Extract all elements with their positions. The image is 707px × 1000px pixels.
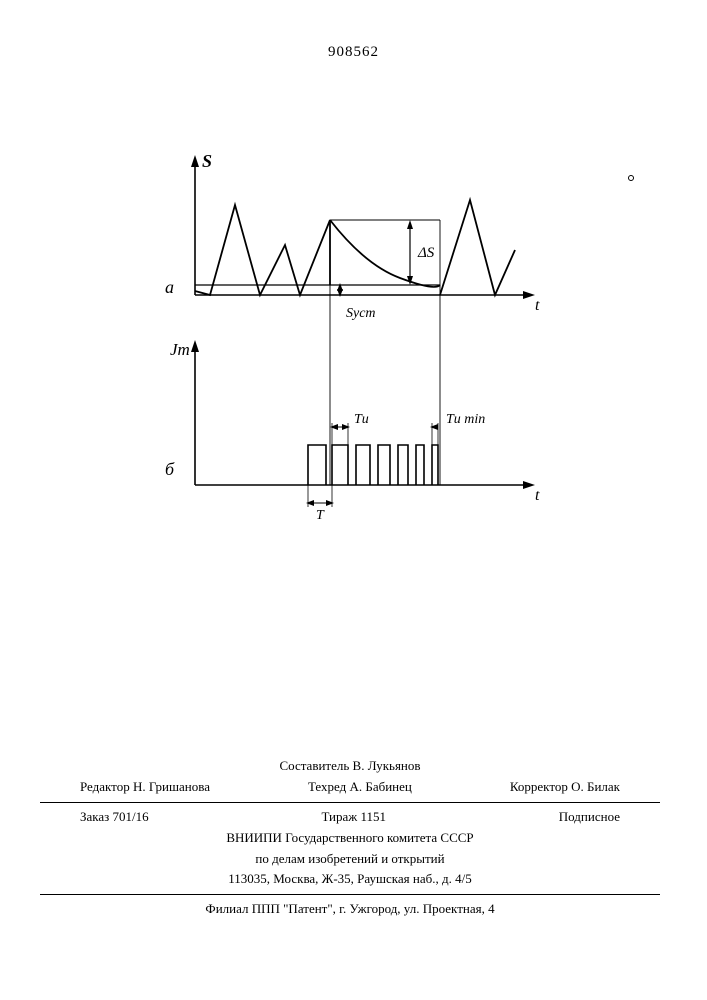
- addr-line-2: Филиал ППП "Патент", г. Ужгород, ул. Про…: [40, 899, 660, 920]
- podpis: Подписное: [559, 807, 620, 828]
- row-a-label: а: [165, 277, 174, 297]
- top-x-label: t: [535, 297, 540, 314]
- org-line-1: ВНИИПИ Государственного комитета СССР: [40, 828, 660, 849]
- page-number: 908562: [0, 44, 707, 61]
- top-y-label: S: [202, 151, 212, 171]
- compiler-line: Составитель В. Лукьянов: [40, 756, 660, 777]
- addr-line-1: 113035, Москва, Ж-35, Раушская наб., д. …: [40, 869, 660, 890]
- row-b-label: б: [165, 459, 175, 479]
- editor: Редактор Н. Гришанова: [80, 777, 210, 798]
- pulse-width-label: Tи: [354, 412, 369, 427]
- tech: Техред А. Бабинец: [308, 777, 412, 798]
- tirazh: Тираж 1151: [321, 807, 386, 828]
- org-line-2: по делам изобретений и открытий: [40, 849, 660, 870]
- bottom-x-label: t: [535, 487, 540, 504]
- corrector: Корректор О. Билак: [510, 777, 620, 798]
- order: Заказ 701/16: [80, 807, 149, 828]
- bottom-y-label: Jт: [170, 340, 190, 359]
- delta-s-label: ΔS: [417, 245, 435, 261]
- pulse-min-label: Tи min: [446, 412, 485, 427]
- artifact-dot: [628, 175, 634, 181]
- period-label: T: [316, 508, 325, 523]
- timing-diagram: ΔS Sуст S t а: [140, 145, 550, 545]
- imprint-block: Составитель В. Лукьянов Редактор Н. Гриш…: [40, 756, 660, 920]
- sust-label: Sуст: [346, 306, 376, 321]
